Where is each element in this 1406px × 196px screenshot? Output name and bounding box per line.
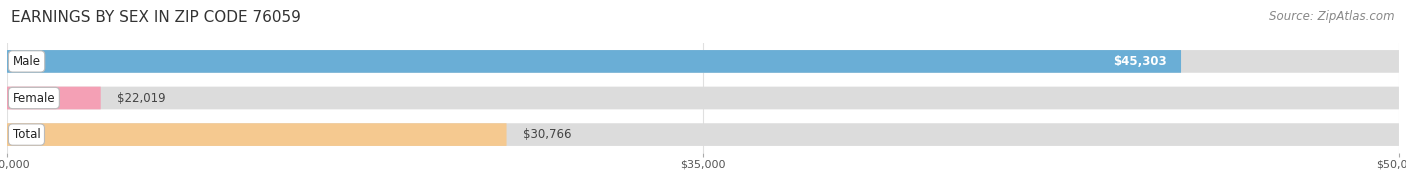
Text: Female: Female [13,92,55,104]
Text: $22,019: $22,019 [118,92,166,104]
FancyBboxPatch shape [7,87,1399,109]
Text: EARNINGS BY SEX IN ZIP CODE 76059: EARNINGS BY SEX IN ZIP CODE 76059 [11,10,301,25]
Text: $45,303: $45,303 [1114,55,1167,68]
Text: Male: Male [13,55,41,68]
FancyBboxPatch shape [7,123,506,146]
Text: $30,766: $30,766 [523,128,572,141]
FancyBboxPatch shape [7,50,1181,73]
FancyBboxPatch shape [7,87,101,109]
Text: Total: Total [13,128,41,141]
FancyBboxPatch shape [7,123,1399,146]
FancyBboxPatch shape [7,50,1399,73]
Text: Source: ZipAtlas.com: Source: ZipAtlas.com [1270,10,1395,23]
